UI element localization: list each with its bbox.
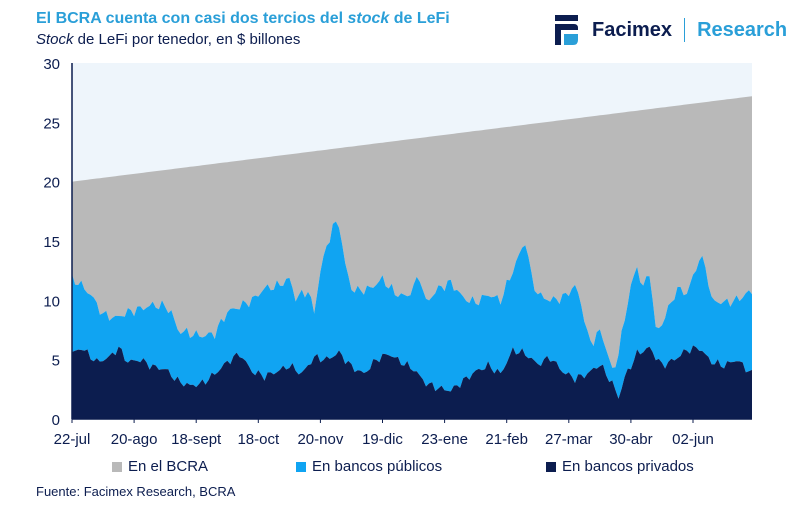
legend-label-bcra: En el BCRA bbox=[128, 458, 209, 475]
series-area-bancos-publicos bbox=[72, 221, 752, 399]
chart-legend: En el BCRA En bancos públicos En bancos … bbox=[0, 458, 800, 478]
y-tick-label: 10 bbox=[43, 293, 60, 310]
x-tick-label: 02-jun bbox=[672, 431, 714, 448]
y-tick-label: 30 bbox=[43, 56, 60, 73]
stacked-area-chart: 0 5 10 15 20 25 30 22-jul 20-ago 18-sept 18-oct 20… bbox=[43, 56, 752, 448]
x-tick-label: 18-sept bbox=[171, 431, 222, 448]
series-area-bcra bbox=[72, 96, 752, 368]
chart-subtitle: Stock de LeFi por tenedor, en $ billones bbox=[36, 31, 300, 48]
logo-separator bbox=[684, 18, 686, 42]
logo-brand-text: Facimex bbox=[592, 18, 673, 41]
subtitle-part-em: Stock bbox=[36, 31, 74, 48]
y-tick-label: 25 bbox=[43, 115, 60, 132]
legend-swatch-bcra bbox=[112, 461, 122, 472]
series-area-bancos-privados bbox=[72, 345, 752, 419]
title-part-2: de LeFi bbox=[389, 10, 450, 27]
legend-swatch-publicos bbox=[296, 461, 306, 472]
facimex-logo: Facimex Research bbox=[552, 12, 797, 48]
chart-title: El BCRA cuenta con casi dos tercios del … bbox=[36, 10, 450, 28]
subtitle-part-2: de LeFi por tenedor, en $ billones bbox=[73, 31, 301, 48]
legend-label-privados: En bancos privados bbox=[562, 458, 694, 475]
legend-label-publicos: En bancos públicos bbox=[312, 458, 443, 475]
x-tick-label: 23-ene bbox=[421, 431, 468, 448]
title-part-em: stock bbox=[347, 10, 390, 27]
x-tick-label: 22-jul bbox=[54, 431, 91, 448]
title-part-1: El BCRA cuenta con casi dos tercios del bbox=[36, 10, 348, 27]
x-tick-label: 21-feb bbox=[485, 431, 528, 448]
legend-swatch-privados bbox=[546, 461, 556, 472]
x-tick-label: 19-dic bbox=[362, 431, 403, 448]
source-note: Fuente: Facimex Research, BCRA bbox=[36, 484, 236, 499]
x-tick-label: 30-abr bbox=[609, 431, 652, 448]
facimex-logo-icon bbox=[555, 15, 578, 45]
legend-item-privados: En bancos privados bbox=[546, 458, 694, 475]
y-tick-label: 15 bbox=[43, 234, 60, 251]
legend-item-publicos: En bancos públicos bbox=[296, 458, 442, 475]
x-tick-label: 20-nov bbox=[297, 431, 343, 448]
y-tick-label: 20 bbox=[43, 175, 60, 192]
x-tick-label: 18-oct bbox=[237, 431, 280, 448]
x-tick-label: 20-ago bbox=[111, 431, 158, 448]
x-tick-label: 27-mar bbox=[545, 431, 593, 448]
y-tick-label: 5 bbox=[52, 353, 60, 370]
y-tick-label: 0 bbox=[52, 412, 60, 429]
logo-research-text: Research bbox=[697, 18, 788, 41]
legend-item-bcra: En el BCRA bbox=[112, 458, 208, 475]
